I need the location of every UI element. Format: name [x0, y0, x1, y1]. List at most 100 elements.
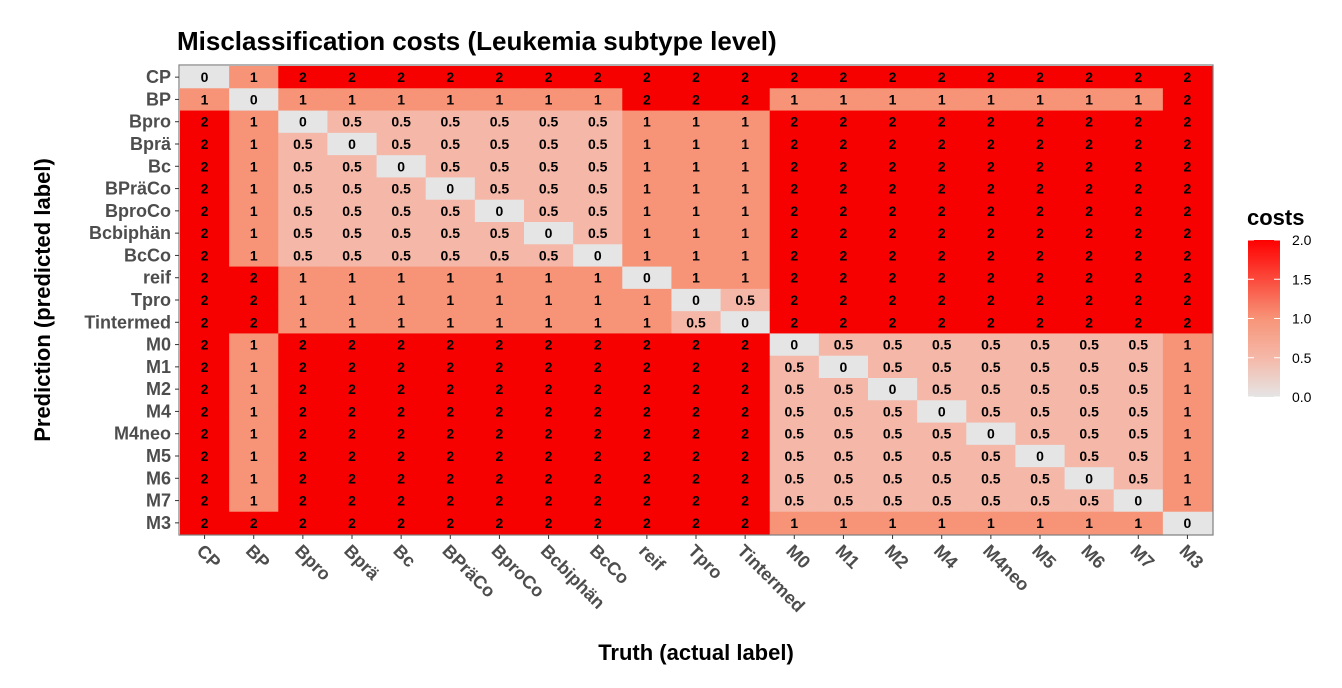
heatmap-cell	[376, 400, 427, 424]
cell-value-label: 1	[299, 314, 307, 330]
heatmap-cell	[868, 489, 918, 513]
heatmap-cell	[966, 311, 1016, 334]
heatmap-cell	[376, 378, 427, 401]
cell-value-label: 2	[692, 91, 700, 107]
heatmap-cell	[1064, 467, 1115, 490]
heatmap-cell	[1113, 132, 1164, 156]
heatmap-cell	[769, 400, 820, 424]
y-tick-label: reif	[143, 268, 172, 288]
cell-value-label: 2	[201, 136, 209, 152]
cell-value-label: 2	[692, 493, 700, 509]
heatmap-cell	[474, 177, 525, 201]
cell-value-label: 2	[643, 69, 651, 85]
cell-value-label: 2	[1085, 158, 1093, 174]
cell-value-label: 2	[1184, 292, 1192, 308]
cell-value-label: 0	[889, 381, 897, 397]
cell-value-label: 1	[201, 91, 209, 107]
heatmap-cell	[769, 177, 820, 201]
y-tick-label: BcCo	[124, 245, 171, 265]
cell-value-label: 2	[790, 69, 798, 85]
heatmap-cell	[573, 400, 623, 424]
heatmap-cell	[868, 511, 918, 535]
cell-value-label: 1	[250, 381, 258, 397]
heatmap-cell	[425, 155, 476, 178]
heatmap-cell	[818, 244, 869, 268]
cell-value-label: 0.5	[490, 114, 510, 130]
heatmap-cell	[278, 132, 328, 156]
heatmap-cell	[966, 355, 1016, 379]
heatmap-cell	[278, 444, 328, 468]
cell-value-label: 2	[692, 515, 700, 531]
heatmap-cell	[1015, 422, 1066, 446]
y-tick-label: Bpro	[129, 112, 171, 132]
heatmap-cell	[818, 378, 869, 401]
heatmap-cell	[769, 444, 820, 468]
heatmap-cell	[868, 355, 918, 379]
y-tick-label: CP	[146, 67, 171, 87]
heatmap-cell	[425, 222, 476, 245]
heatmap-cell	[868, 177, 918, 201]
cell-value-label: 0.5	[932, 381, 952, 397]
cell-value-label: 2	[790, 247, 798, 263]
heatmap-cell	[1162, 333, 1213, 357]
heatmap-cell	[818, 288, 869, 312]
cell-value-label: 1	[790, 91, 798, 107]
cell-value-label: 2	[594, 381, 602, 397]
heatmap-cell	[425, 266, 476, 290]
heatmap-cell	[769, 467, 820, 490]
cell-value-label: 2	[397, 381, 405, 397]
y-tick-label: Bcbiphän	[89, 223, 171, 243]
cell-value-label: 0.5	[342, 114, 362, 130]
cell-value-label: 2	[790, 114, 798, 130]
heatmap-cell	[1162, 378, 1213, 401]
cell-value-label: 0.5	[785, 381, 805, 397]
heatmap-cell	[278, 333, 328, 357]
cell-value-label: 0.5	[1030, 493, 1050, 509]
heatmap-cell	[180, 311, 230, 334]
heatmap-cell	[278, 489, 328, 513]
cell-value-label: 0.5	[539, 181, 559, 197]
cell-value-label: 1	[250, 403, 258, 419]
cell-value-label: 0.5	[785, 359, 805, 375]
cell-value-label: 2	[840, 181, 848, 197]
heatmap-cell	[573, 66, 623, 89]
cell-value-label: 2	[889, 181, 897, 197]
heatmap-cell	[573, 222, 623, 245]
cell-value-label: 2	[987, 225, 995, 241]
cell-value-label: 1	[545, 314, 553, 330]
cell-value-label: 1	[643, 203, 651, 219]
cell-value-label: 2	[840, 270, 848, 286]
y-tick-label: M6	[146, 468, 171, 488]
cell-value-label: 0.5	[539, 247, 559, 263]
heatmap-cell	[524, 311, 574, 334]
heatmap-cell	[818, 311, 869, 334]
cell-value-label: 2	[397, 359, 405, 375]
heatmap-cell	[474, 266, 525, 290]
cell-value-label: 2	[201, 247, 209, 263]
heatmap-cell	[720, 244, 771, 268]
cell-value-label: 2	[201, 359, 209, 375]
cell-value-label: 2	[1036, 69, 1044, 85]
heatmap-cell	[376, 132, 427, 156]
heatmap-cell	[720, 400, 771, 424]
heatmap-cell	[769, 355, 820, 379]
heatmap-cell	[474, 467, 525, 490]
heatmap-cell	[425, 444, 476, 468]
x-tick-label: Bc	[389, 541, 419, 571]
cell-value-label: 1	[889, 515, 897, 531]
cell-value-label: 0.5	[539, 114, 559, 130]
cell-value-label: 2	[938, 314, 946, 330]
cell-value-label: 1	[250, 136, 258, 152]
heatmap-cell	[229, 110, 279, 134]
cell-value-label: 2	[201, 470, 209, 486]
heatmap-cell	[1064, 88, 1115, 112]
cell-value-label: 0	[1134, 493, 1142, 509]
heatmap-cell	[671, 132, 722, 156]
heatmap-cell	[671, 288, 722, 312]
cell-value-label: 2	[397, 69, 405, 85]
heatmap-cell	[622, 511, 672, 535]
cell-value-label: 2	[1134, 292, 1142, 308]
heatmap-cell	[868, 66, 918, 89]
heatmap-cell	[425, 66, 476, 89]
heatmap-cell	[1113, 199, 1164, 223]
